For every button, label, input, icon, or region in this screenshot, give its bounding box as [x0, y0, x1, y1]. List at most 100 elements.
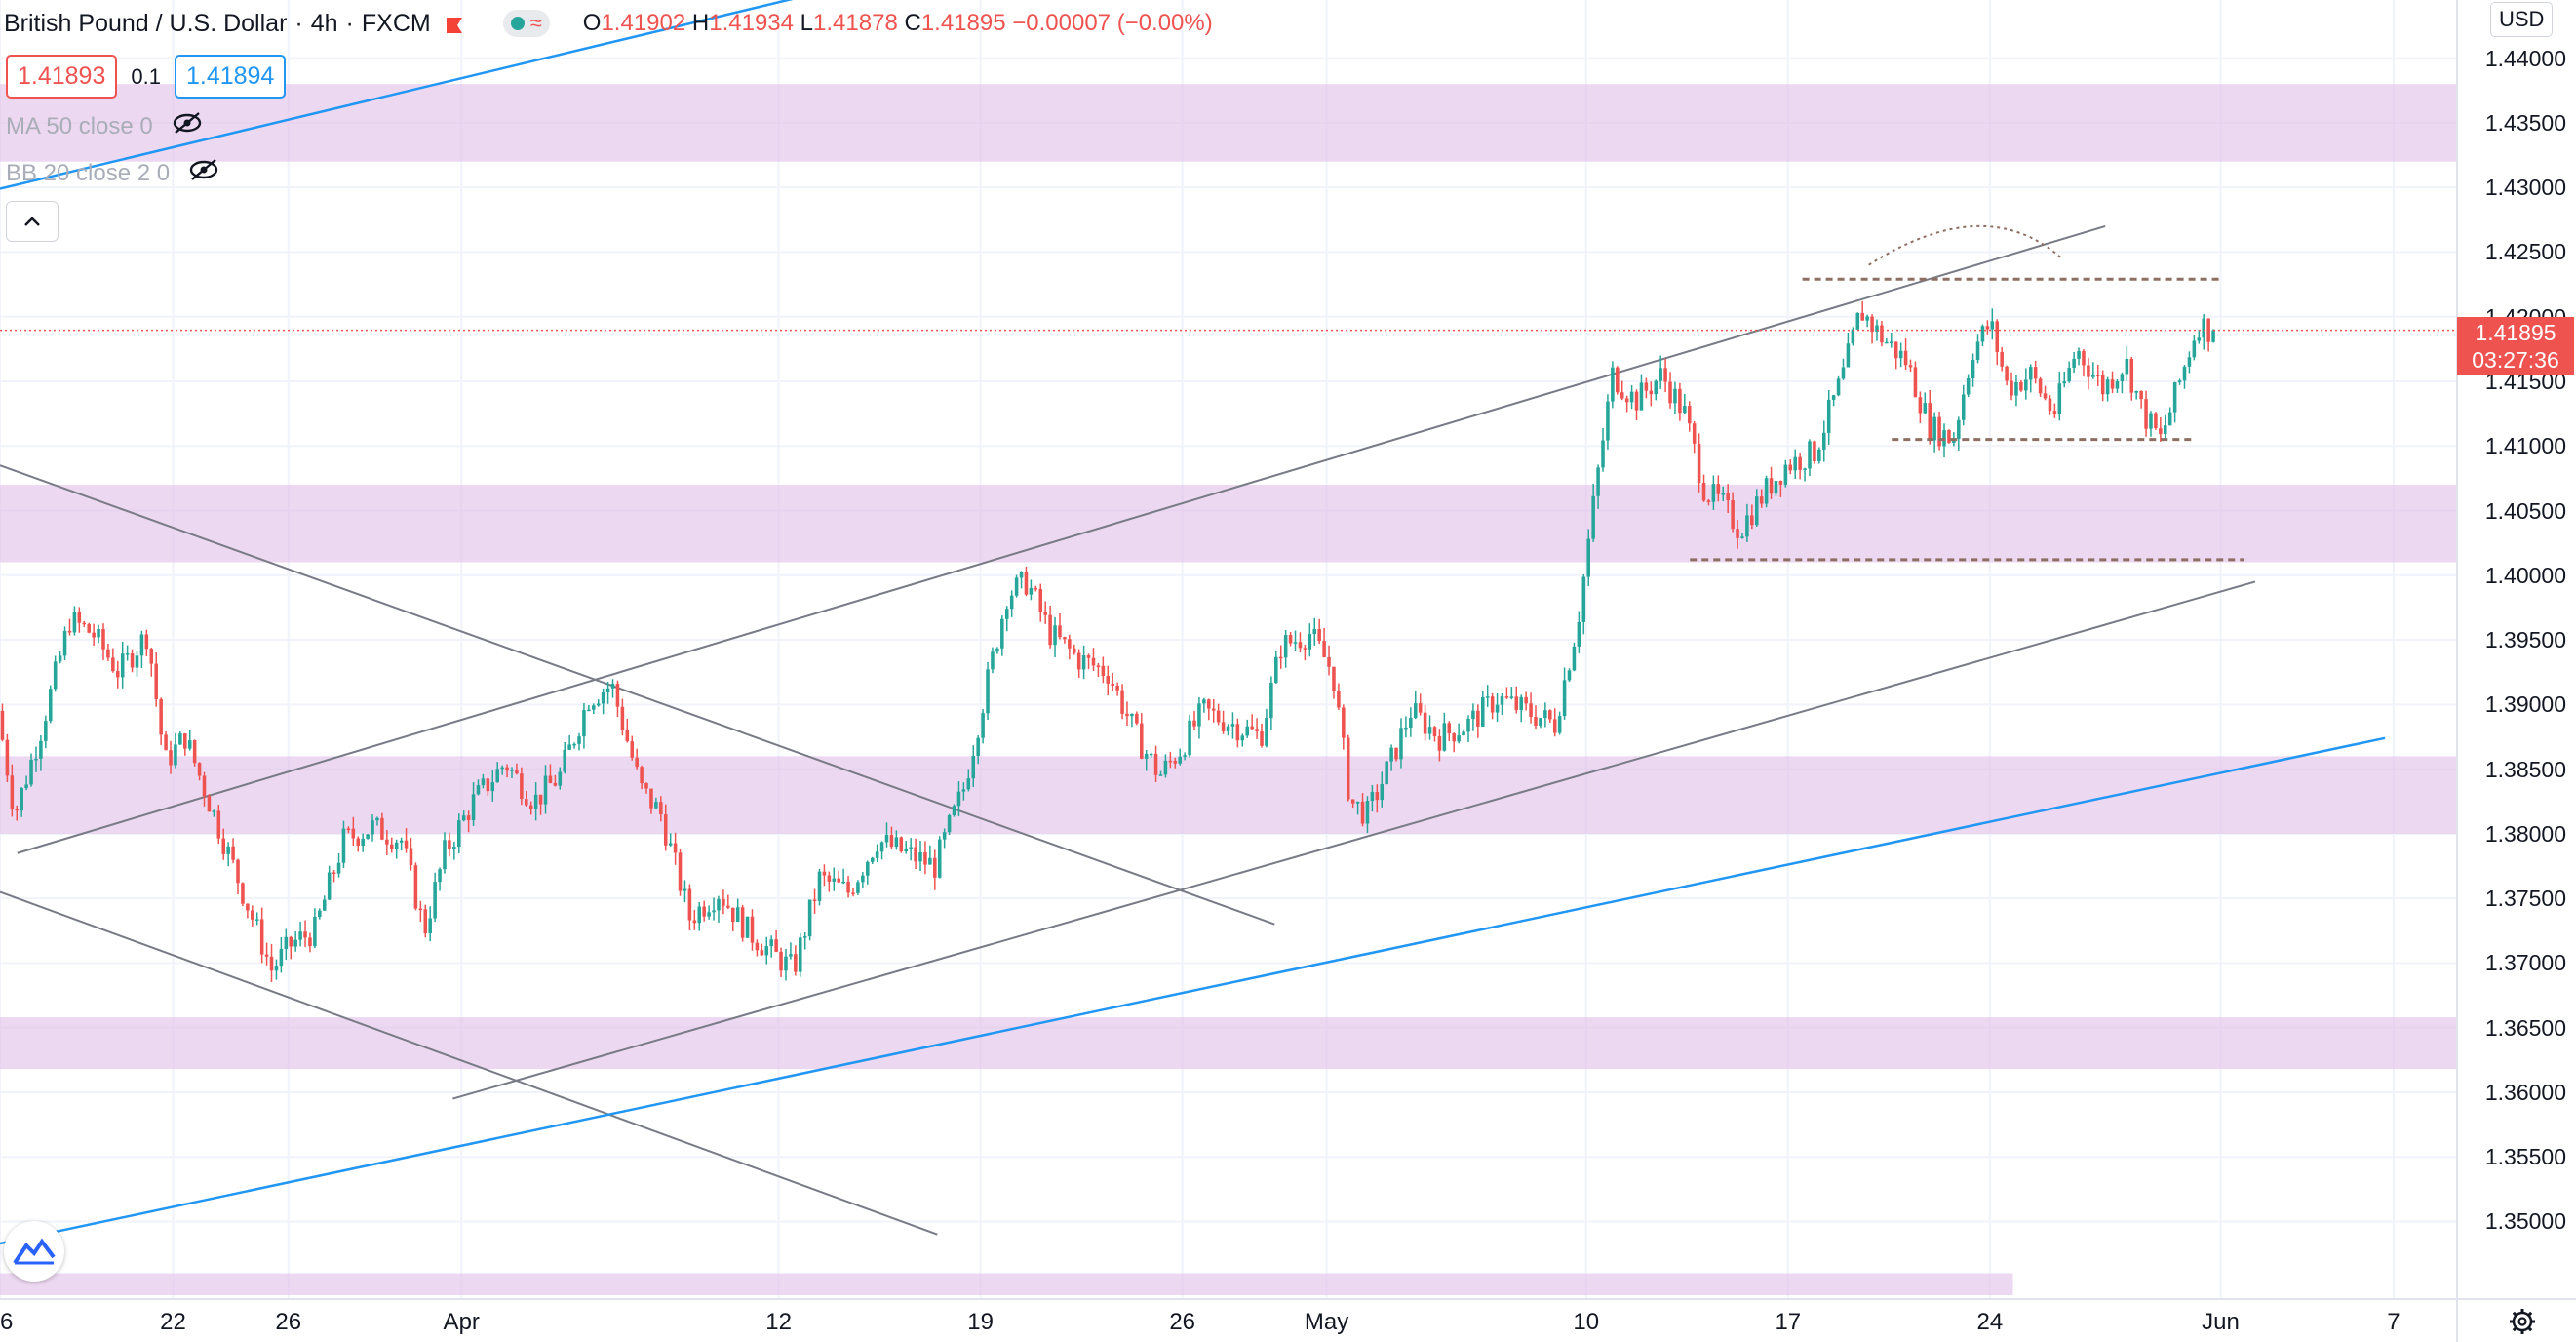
trend-line — [0, 464, 1275, 926]
candle-body — [327, 872, 332, 900]
candle-body — [149, 649, 154, 664]
candle-body — [802, 936, 807, 938]
candle-body — [875, 851, 879, 858]
candle-body — [135, 655, 139, 668]
candle-body — [2120, 374, 2125, 381]
candle-body — [1120, 690, 1124, 714]
candle-body — [336, 862, 341, 874]
candle-body — [1235, 724, 1240, 741]
candle-body — [1178, 756, 1182, 764]
candle-body — [1596, 467, 1600, 496]
candle-body — [2159, 428, 2163, 435]
eye-off-icon[interactable] — [187, 158, 220, 188]
currency-button[interactable]: USD — [2490, 2, 2554, 37]
candle-body — [1211, 708, 1216, 711]
candle-body — [548, 775, 553, 783]
collapse-legend-button[interactable] — [6, 201, 59, 242]
ohlc-values: O1.41902 H1.41934 L1.41878 C1.41895 −0.0… — [582, 10, 1213, 36]
candle-body — [1303, 648, 1308, 650]
candle-body — [1149, 753, 1153, 756]
candle-body — [1240, 735, 1245, 741]
buy-button[interactable]: 1.41894 — [174, 55, 287, 99]
candle-body — [15, 809, 20, 811]
current-price-label: 1.41895 03:27:36 — [2457, 316, 2574, 375]
candle-body — [1822, 432, 1826, 450]
candle-body — [1130, 713, 1134, 717]
candle-body — [1024, 572, 1029, 595]
candle-body — [1380, 783, 1385, 801]
candle-body — [457, 820, 461, 848]
indicator-label: MA 50 close 0 — [6, 112, 153, 139]
candle-body — [274, 966, 279, 971]
time-tick-label: 17 — [1775, 1309, 1802, 1335]
flag-icon[interactable] — [445, 14, 464, 33]
candle-body — [1890, 341, 1893, 343]
candle-body — [870, 857, 875, 862]
candle-body — [2115, 380, 2120, 389]
price-tick-label: 1.38500 — [2484, 756, 2566, 782]
candle-body — [500, 767, 504, 770]
interval-label[interactable]: 4h — [310, 9, 338, 37]
candle-body — [452, 847, 456, 849]
open-value: 1.41902 — [601, 10, 686, 36]
candle-body — [1197, 703, 1201, 727]
time-tick-label: 19 — [967, 1309, 994, 1335]
candle-body — [2172, 382, 2177, 413]
candle-body — [832, 878, 837, 882]
candle-body — [251, 910, 254, 920]
candle-body — [1985, 326, 1990, 330]
candle-body — [202, 775, 207, 797]
candle-body — [58, 655, 62, 662]
candle-body — [1409, 717, 1413, 728]
candle-body — [1394, 747, 1398, 760]
candle-body — [2154, 413, 2158, 429]
exchange-label[interactable]: FXCM — [361, 9, 431, 37]
market-status-pill[interactable]: ≈ — [502, 10, 550, 37]
candle-body — [1692, 423, 1697, 444]
candle-body — [476, 785, 481, 795]
candle-body — [1616, 367, 1620, 393]
tradingview-logo-icon[interactable] — [4, 1221, 64, 1282]
candle-body — [341, 828, 346, 863]
indicator-bb[interactable]: BB 20 close 2 0 — [6, 158, 220, 188]
candle-body — [668, 843, 673, 846]
candle-body — [216, 810, 221, 839]
candle-body — [1375, 792, 1380, 801]
candle-body — [1855, 312, 1860, 330]
sell-button[interactable]: 1.41893 — [6, 55, 118, 99]
candle-body — [87, 624, 91, 633]
candle-body — [851, 892, 855, 894]
candle-body — [1144, 753, 1149, 759]
candle-body — [837, 878, 840, 883]
candle-body — [1851, 329, 1855, 344]
eye-off-icon[interactable] — [171, 111, 204, 141]
candle-body — [1659, 368, 1662, 381]
price-tick-label: 1.35500 — [2484, 1144, 2566, 1170]
candle-body — [692, 920, 697, 924]
indicator-ma[interactable]: MA 50 close 0 — [6, 111, 204, 141]
candle-body — [279, 949, 284, 967]
price-tick-label: 1.37500 — [2484, 886, 2566, 912]
candle-body — [1404, 727, 1408, 730]
candle-body — [543, 775, 548, 805]
candle-body — [1524, 696, 1528, 704]
candle-body — [1462, 731, 1465, 736]
candle-body — [2082, 350, 2086, 366]
symbol-title[interactable]: British Pound / U.S. Dollar — [4, 9, 288, 37]
candle-body — [2197, 337, 2202, 341]
candle-body — [1966, 377, 1971, 395]
candle-body — [120, 653, 125, 678]
price-zone — [0, 756, 2457, 834]
candle-body — [1048, 614, 1052, 646]
candle-body — [371, 820, 374, 835]
candle-body — [2134, 390, 2138, 393]
candle-body — [966, 778, 971, 790]
candle-body — [914, 847, 917, 862]
candle-body — [1265, 718, 1268, 746]
gear-icon[interactable] — [2508, 1307, 2537, 1341]
candle-body — [1125, 713, 1129, 717]
candle-body — [789, 954, 793, 957]
candle-body — [1278, 656, 1283, 659]
candle-body — [1778, 481, 1783, 485]
